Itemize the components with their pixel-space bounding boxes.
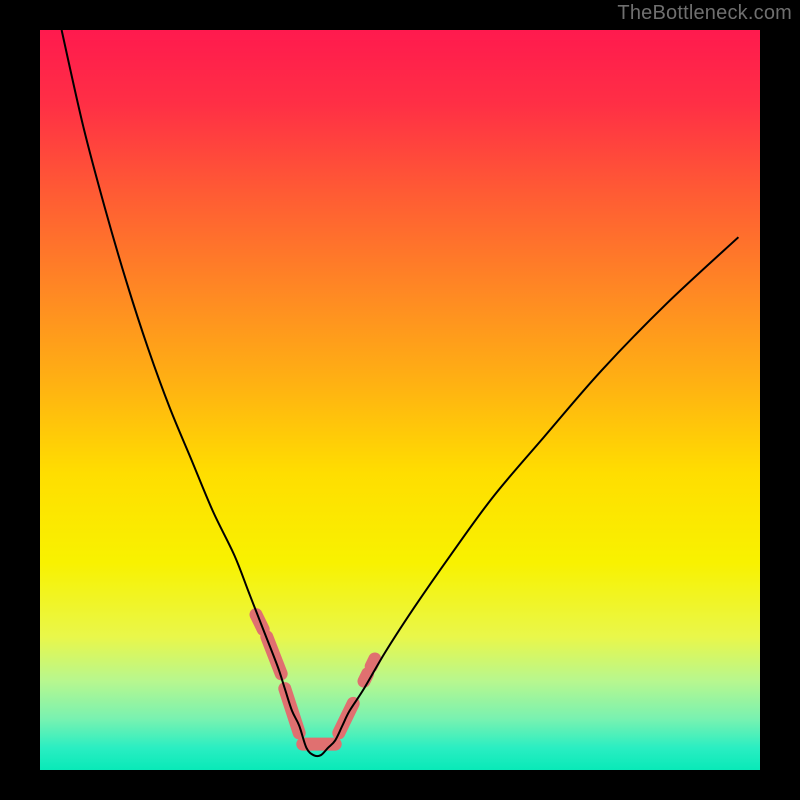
highlight-segment bbox=[364, 674, 368, 681]
bottleneck-chart bbox=[0, 0, 800, 800]
watermark-text: TheBottleneck.com bbox=[617, 2, 792, 25]
highlight-segment bbox=[371, 659, 375, 666]
plot-gradient-background bbox=[40, 30, 760, 770]
chart-container: TheBottleneck.com bbox=[0, 0, 800, 800]
